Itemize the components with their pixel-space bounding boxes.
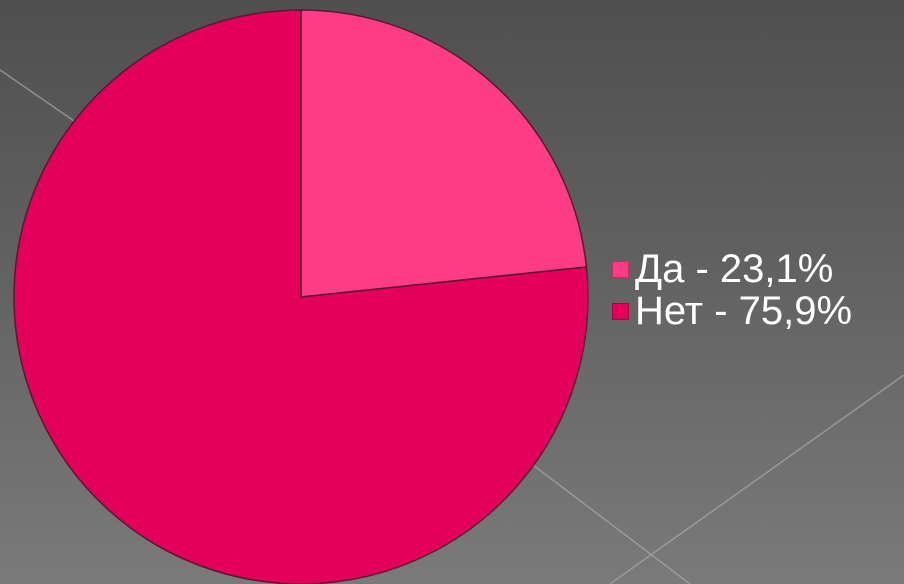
pie-slice-da [300, 9, 588, 298]
legend-item-da: Да - 23,1% [612, 248, 900, 290]
decorative-line [609, 374, 904, 584]
legend-swatch-da [612, 260, 629, 278]
legend-label-da: Да - 23,1% [635, 247, 834, 291]
legend-swatch-net [612, 302, 629, 320]
legend-item-net: Нет - 75,9% [612, 290, 900, 332]
pie-slice-net [13, 9, 589, 584]
legend-label-net: Нет - 75,9% [635, 289, 853, 333]
chart-legend: Да - 23,1% Нет - 75,9% [612, 248, 900, 332]
decorative-line [0, 69, 81, 126]
